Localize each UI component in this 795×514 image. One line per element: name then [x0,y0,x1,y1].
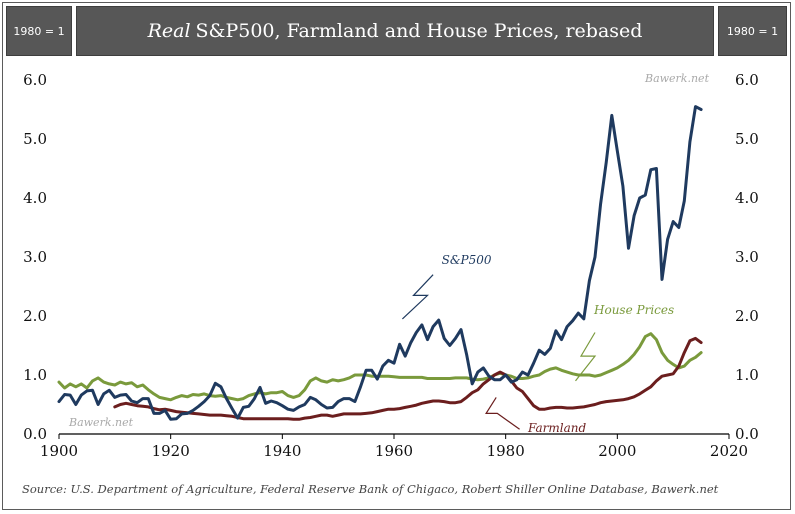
x-tick-label: 1940 [263,442,301,460]
farmland-label: Farmland [527,421,587,435]
s-p500-label: S&P500 [442,253,492,267]
y-tick-label-left: 2.0 [23,307,47,325]
y-tick-label-right: 0.0 [735,425,759,443]
y-tick-label-left: 0.0 [23,425,47,443]
y-tick-label-right: 5.0 [735,130,759,148]
house-prices-callout [575,332,597,382]
y-tick-label-right: 1.0 [735,366,759,384]
s-p500-callout [401,274,434,320]
house-prices-label: House Prices [593,303,674,317]
base-year-badge-right: 1980 = 1 [718,6,787,56]
x-tick-label: 1980 [487,442,525,460]
base-year-badge-left: 1980 = 1 [6,6,72,56]
title-italic: Real [147,20,191,42]
y-tick-label-left: 6.0 [23,71,47,89]
x-tick-label: 1960 [375,442,413,460]
y-tick-label-left: 4.0 [23,189,47,207]
y-tick-label-right: 6.0 [735,71,759,89]
y-tick-label-right: 4.0 [735,189,759,207]
watermark-bottom-left: Bawerk.net [68,416,134,429]
series-annotations: S&P500 House Prices Farmland Bawerk.net Bawe… [68,72,710,435]
farmland-line [113,336,703,421]
x-tick-label: 1920 [152,442,190,460]
house-prices-line [57,332,703,402]
x-tick-label: 1900 [40,442,78,460]
title-text: S&P500, Farmland and House Prices, rebas… [195,20,643,42]
source-note: Source: U.S. Department of Agriculture, … [22,482,719,496]
y-tick-label-right: 2.0 [735,307,759,325]
y-tick-label-left: 1.0 [23,366,47,384]
series-lines [57,105,703,421]
tick-labels: 1900 1920 1940 1960 1980 2000 20200.01.02.03.0… [23,71,759,460]
y-tick-label-right: 3.0 [735,248,759,266]
watermark-top-right: Bawerk.net [644,72,710,85]
y-tick-label-left: 5.0 [23,130,47,148]
axes [58,433,730,439]
y-tick-label-left: 3.0 [23,248,47,266]
x-tick-label: 2020 [710,442,748,460]
x-tick-label: 2000 [598,442,636,460]
s-p500-line [57,105,703,421]
farmland-callout [485,397,520,430]
chart-title: Real S&P500, Farmland and House Prices, r… [76,6,714,56]
